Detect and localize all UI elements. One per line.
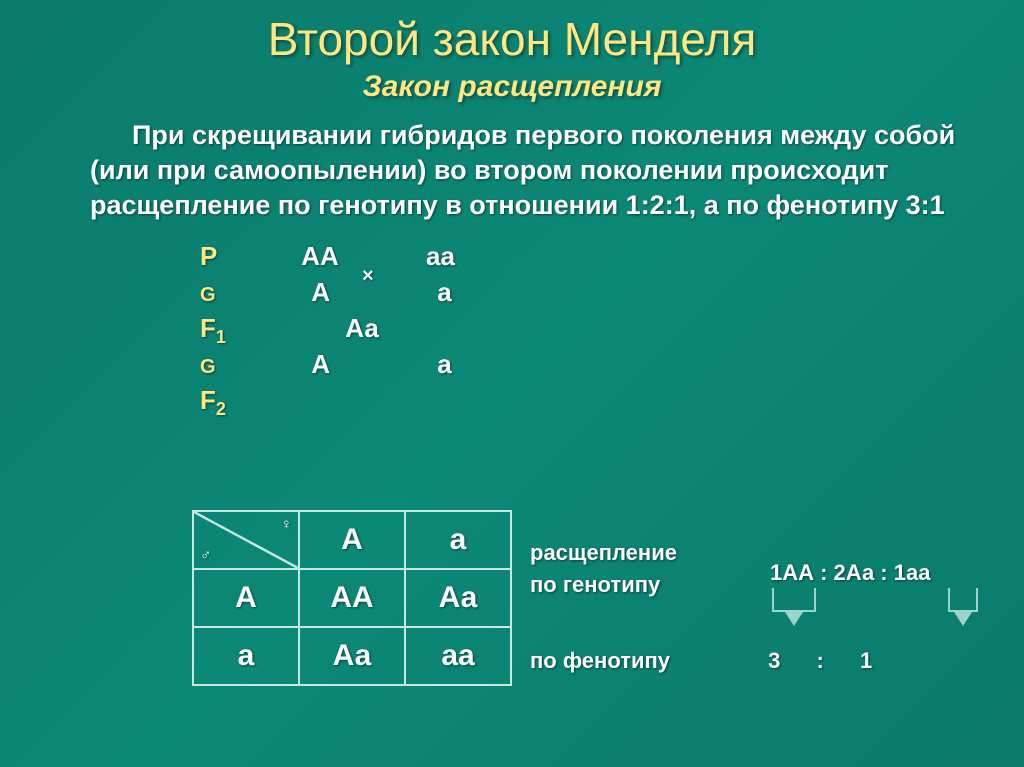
phenotype-colon: : — [817, 648, 824, 673]
phenotype-3: 3 — [768, 648, 780, 674]
punnett-col1: А — [299, 511, 405, 569]
segregation-label: расщепление по генотипу — [530, 540, 677, 604]
punnett-c12: Аа — [405, 569, 511, 627]
f1-genotype: Аа — [345, 313, 379, 344]
phenotype-ratio: по фенотипу 3 : 1 — [530, 648, 872, 674]
gamete2-a-lower: а — [437, 349, 451, 380]
gamete2-a-upper: А — [311, 349, 330, 380]
female-icon: ♀ — [281, 516, 292, 533]
punnett-square: ♀ ♂ А а А АА Аа а Аа аа — [192, 510, 512, 686]
symbol-g2: G — [200, 356, 260, 379]
symbol-g1: G — [200, 284, 260, 307]
phenotype-1: 1 — [860, 648, 872, 673]
genotype-ratio: 1АА : 2Аа : 1аа — [770, 560, 930, 586]
symbol-p: P — [200, 241, 260, 272]
gamete-a-upper: А — [311, 277, 330, 308]
punnett-row1: А — [193, 569, 299, 627]
slide-subtitle: Закон расщепления — [0, 70, 1024, 104]
parent2-genotype: аа — [426, 241, 455, 272]
male-icon: ♂ — [200, 547, 211, 564]
punnett-c21: Аа — [299, 627, 405, 685]
punnett-c11: АА — [299, 569, 405, 627]
symbol-f2: F2 — [200, 385, 260, 420]
punnett-c22: аа — [405, 627, 511, 685]
cross-scheme: P АА аа × G А а F1 Аа G А а F2 — [200, 241, 1024, 419]
phenotype-label: по фенотипу — [530, 648, 670, 673]
cross-icon: × — [362, 265, 374, 288]
symbol-f1: F1 — [200, 313, 260, 348]
punnett-corner: ♀ ♂ — [193, 511, 299, 569]
law-description: При скрещивании гибридов первого поколен… — [90, 118, 974, 223]
punnett-col2: а — [405, 511, 511, 569]
segregation-line2: по генотипу — [530, 572, 677, 598]
punnett-row2: а — [193, 627, 299, 685]
gamete-a-lower: а — [437, 277, 451, 308]
segregation-line1: расщепление — [530, 540, 677, 566]
slide-title: Второй закон Менделя — [0, 0, 1024, 66]
parent1-genotype: АА — [301, 241, 339, 272]
